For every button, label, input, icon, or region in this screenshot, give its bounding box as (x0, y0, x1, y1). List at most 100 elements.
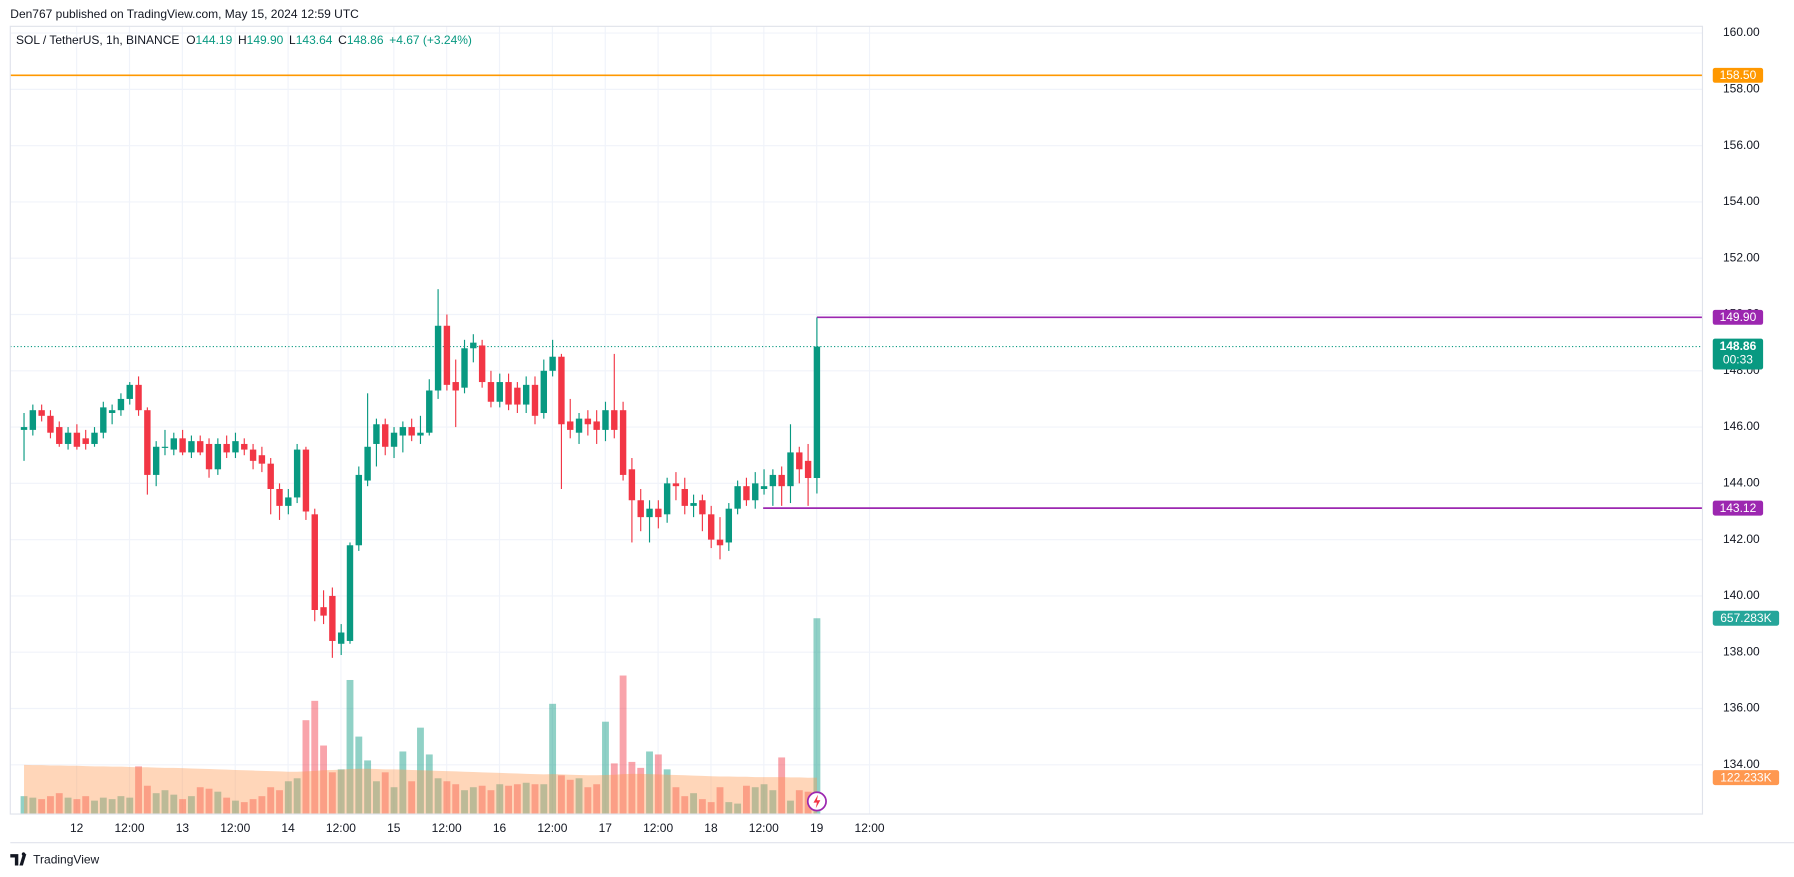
candle-body (663, 483, 671, 515)
candle-body (20, 427, 28, 430)
x-tick-label: 17 (599, 821, 613, 835)
volume-bar (302, 720, 310, 815)
volume-bar (461, 790, 468, 815)
candle-body (760, 486, 768, 489)
candle-body (796, 452, 803, 470)
last-price-label: 148.86 (1720, 339, 1757, 353)
candle-body (743, 486, 750, 501)
candle-body (470, 342, 477, 349)
volume-bar (742, 785, 750, 815)
candle-body (311, 514, 318, 610)
volume-bar (575, 778, 583, 815)
candle-body (197, 441, 204, 453)
volume-bar (399, 751, 407, 815)
candle-body (804, 460, 812, 479)
candle-body (108, 410, 116, 414)
volume-bar (99, 797, 107, 815)
candle-body (135, 384, 142, 411)
volume-bar (663, 769, 671, 815)
candle-body (716, 539, 724, 546)
candle-body (681, 488, 688, 506)
volume-bar (469, 787, 477, 815)
level-tag (1712, 67, 1764, 83)
volume-bar (557, 775, 565, 815)
level-tag-label: 149.90 (1720, 310, 1757, 324)
volume-bar (73, 799, 81, 815)
volume-bar (276, 790, 283, 815)
candle-body (390, 432, 398, 447)
y-tick-label: 138.00 (1723, 644, 1760, 658)
y-tick-label: 142.00 (1723, 532, 1760, 546)
legend-key: L (289, 33, 296, 47)
volume-bar (522, 782, 530, 815)
candle-body (443, 325, 451, 385)
x-tick-label: 13 (176, 821, 190, 835)
volume-bar (293, 778, 301, 815)
volume-bar (223, 797, 231, 815)
volume-pane (20, 618, 821, 815)
volume-bar (82, 796, 90, 815)
candle-body (91, 432, 98, 444)
volume-ma-tag-label: 122.233K (1720, 770, 1771, 784)
volume-bar (628, 761, 636, 815)
volume-bar (566, 779, 574, 815)
legend-value: 143.64 (296, 33, 333, 47)
candle-body (82, 438, 89, 444)
volume-bar (417, 727, 424, 815)
volume-bar (487, 790, 495, 815)
x-tick-label: 12:00 (432, 821, 462, 835)
volume-bar (637, 767, 645, 815)
y-tick-label: 160.00 (1723, 25, 1760, 39)
candle-body (408, 427, 415, 436)
plot (10, 74, 1703, 658)
candle-body (320, 607, 327, 616)
volume-bar (716, 787, 724, 815)
volume-bar (610, 763, 618, 815)
volume-bar (258, 796, 266, 815)
candle-body (188, 441, 195, 453)
candle-body (276, 488, 283, 506)
candle-body (690, 503, 697, 506)
volume-bar (328, 772, 336, 815)
candle-body (223, 443, 230, 453)
volume-bar (179, 799, 187, 815)
volume-bar (311, 700, 319, 815)
candle-body (426, 390, 433, 433)
candle-body (337, 632, 345, 644)
x-tick-label: 12:00 (855, 821, 885, 835)
candle-body (29, 410, 37, 430)
volume-bar (795, 790, 803, 815)
x-tick-label: 12:00 (643, 821, 673, 835)
volume-bar (681, 796, 689, 815)
candle-body (505, 382, 512, 405)
volume-bar (787, 800, 794, 815)
candle-body (47, 415, 54, 433)
volume-bar (646, 751, 653, 815)
volume-bar (593, 784, 601, 815)
volume-bar (408, 781, 416, 815)
volume-bar (443, 781, 451, 815)
candle-body (38, 410, 45, 416)
volume-bar (654, 754, 662, 815)
candle-body (161, 446, 169, 448)
volume-bar (434, 778, 442, 815)
x-tick-label: 15 (387, 821, 401, 835)
volume-bar (452, 784, 460, 815)
volume-bar (346, 679, 354, 815)
volume-bar (725, 802, 733, 815)
x-tick-label: 12:00 (537, 821, 567, 835)
publisher-note: Den767 published on TradingView.com, May… (10, 7, 359, 21)
legend-change: +4.67 (+3.24%) (389, 33, 472, 47)
volume-bar (390, 787, 398, 815)
candle-body (593, 421, 600, 430)
volume-bar (143, 785, 151, 815)
candle-body (549, 356, 556, 371)
candle-body (707, 514, 715, 540)
y-tick-label: 136.00 (1723, 701, 1760, 715)
x-tick-label: 14 (281, 821, 295, 835)
volume-bar (690, 793, 698, 815)
candle-body (152, 446, 160, 475)
volume-bar (734, 803, 742, 815)
volume-bar (531, 784, 539, 815)
